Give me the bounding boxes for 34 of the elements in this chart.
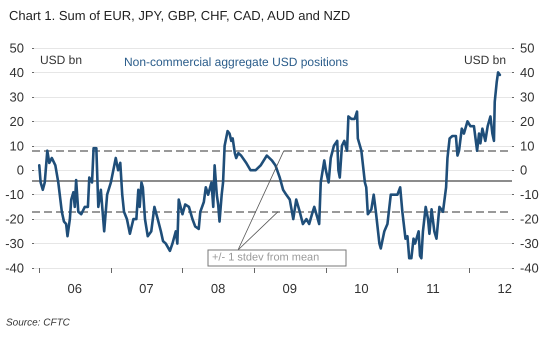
x-tick-label: 11: [426, 281, 440, 296]
y2-tick-label: -10: [520, 187, 539, 202]
y-axis-title: USD bn: [40, 53, 82, 67]
y-tick-label: 10: [10, 138, 24, 154]
y-tick-label: -40: [5, 260, 24, 276]
x-tick-label: 10: [354, 281, 369, 296]
y2-tick-label: -40: [520, 260, 539, 276]
y-tick-label: -10: [5, 187, 24, 202]
y-tick-label: 30: [10, 89, 24, 104]
y2-tick-label: 0: [520, 162, 528, 178]
x-tick-label: 07: [139, 281, 154, 296]
chart-title: Chart 1. Sum of EUR, JPY, GBP, CHF, CAD, AUD and NZD: [9, 8, 350, 23]
y2-tick-label: -20: [520, 212, 539, 227]
y-tick-label: 50: [10, 40, 24, 56]
line-series: [38, 71, 502, 260]
source-note: Source: CFTC: [6, 318, 71, 328]
y-tick-label: -20: [5, 212, 24, 227]
y2-tick-label: 50: [520, 40, 534, 56]
x-tick-label: 06: [68, 281, 82, 296]
y-tick-label: 20: [10, 114, 24, 129]
y2-tick-label: -30: [520, 236, 539, 252]
x-tick-label: 12: [498, 281, 512, 296]
text: Non-commercial aggregate USD positions: [124, 55, 348, 69]
x-tick-label: 08: [210, 281, 226, 296]
y2-axis-title: USD bn: [464, 53, 506, 67]
y-tick-label: -30: [5, 236, 24, 252]
y2-tick-label: 20: [520, 114, 534, 129]
y-tick-label: 40: [10, 64, 24, 80]
y2-tick-label: 30: [520, 89, 534, 104]
y2-tick-label: 10: [520, 138, 534, 154]
annotation: +/- 1 stdev from mean: [212, 252, 320, 264]
y2-tick-label: 40: [520, 64, 534, 80]
x-tick-label: 09: [282, 281, 297, 296]
y-tick-label: 0: [16, 162, 24, 178]
